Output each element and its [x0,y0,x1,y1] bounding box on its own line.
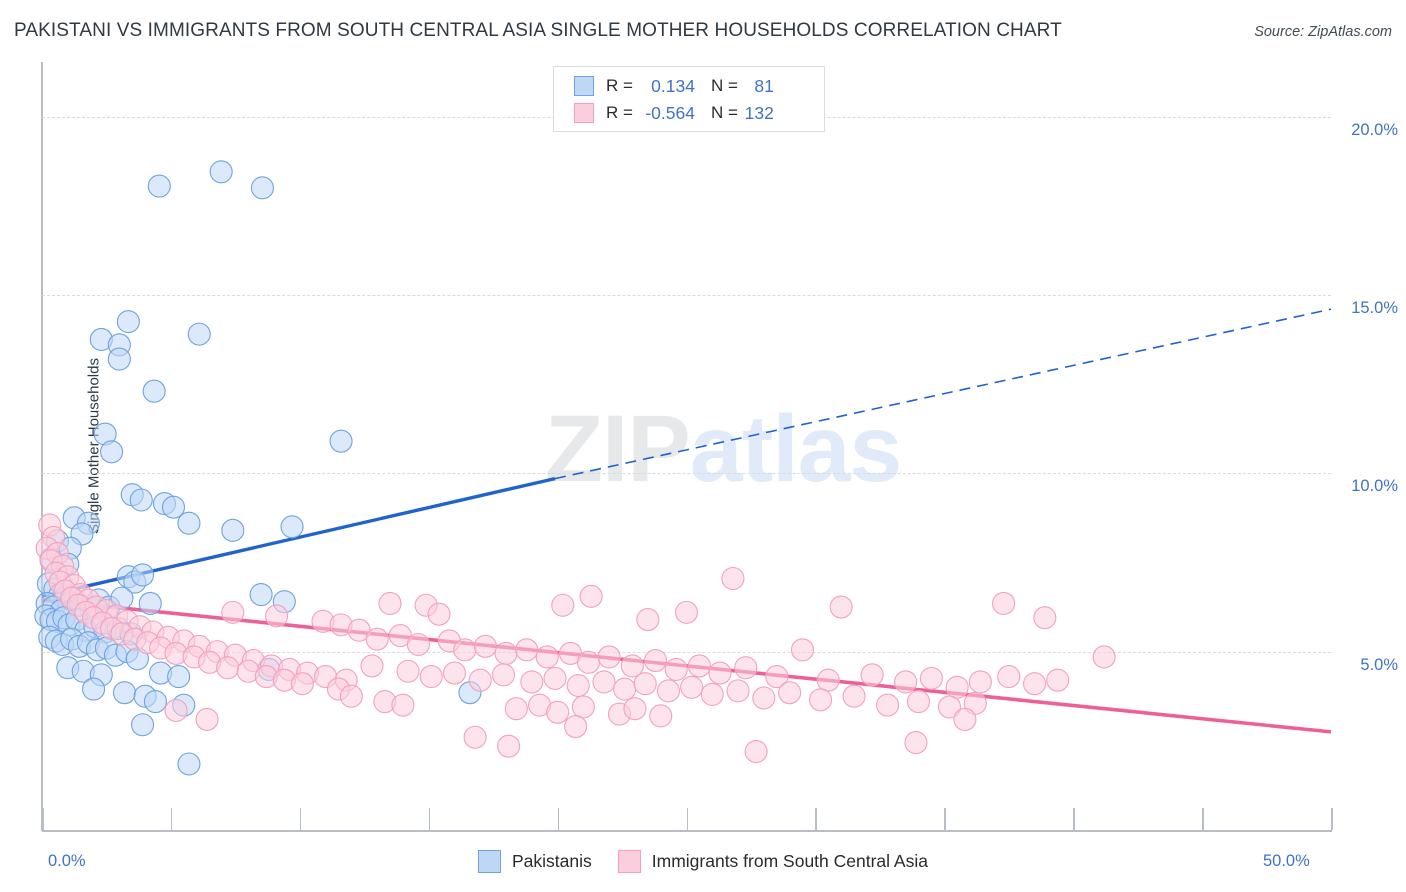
legend-swatch-pink [617,850,641,873]
stats-row-pakistanis: R = 0.134 N = 81 [574,73,774,99]
legend-label-immigrants: Immigrants from South Central Asia [651,851,928,871]
correlation-stats-box: R = 0.134 N = 81 R = -0.564 N = 132 [553,66,825,132]
stats-n-label-blue: N = [710,76,738,95]
x-tick-mark [815,808,817,830]
plot-area [42,63,1331,830]
stats-r-value-pink: -0.564 [645,102,695,123]
y-axis-line [41,62,43,831]
legend-item-pakistanis[interactable]: Pakistanis [478,850,592,873]
legend-label-pakistanis: Pakistanis [512,851,592,871]
x-tick-mark [944,808,946,830]
x-tick-mark [428,808,431,830]
x-axis-line [42,830,1332,832]
legend-item-immigrants[interactable]: Immigrants from South Central Asia [617,850,928,873]
stats-r-value-blue: 0.134 [651,75,695,96]
x-tick-mark [557,808,560,830]
x-tick-mark [1202,808,1204,830]
gridline-y [42,473,1331,475]
stats-r-label-pink: R = [606,103,633,122]
x-tick-mark [1073,808,1075,830]
y-tick-label: 20.0% [1351,120,1398,139]
x-tick-mark [1331,808,1333,830]
stats-n-value-pink: 132 [744,102,774,123]
x-tick-mark [299,808,302,830]
x-tick-mark [170,808,173,830]
y-tick-label: 5.0% [1360,655,1398,674]
x-tick-mark [686,808,688,830]
x-tick-mark [42,808,44,830]
series-legend: Pakistanis Immigrants from South Central… [0,850,1406,873]
stats-n-value-blue: 81 [754,75,774,96]
x-tick-label: 50.0% [1263,852,1310,870]
gridline-y [42,651,1331,653]
stats-swatch-pink [574,103,594,123]
legend-swatch-blue [478,850,501,873]
page-title: PAKISTANI VS IMMIGRANTS FROM SOUTH CENTR… [14,20,1062,41]
x-tick-label: 0.0% [48,852,86,870]
y-tick-label: 10.0% [1351,477,1398,496]
source-attribution: Source: ZipAtlas.com [1254,24,1392,40]
stats-swatch-blue [574,76,594,96]
y-tick-label: 15.0% [1351,298,1398,317]
stats-row-immigrants: R = -0.564 N = 132 [574,100,774,126]
gridline-y [42,294,1331,296]
stats-r-label-blue: R = [606,76,633,95]
stats-n-label-pink: N = [710,103,738,122]
